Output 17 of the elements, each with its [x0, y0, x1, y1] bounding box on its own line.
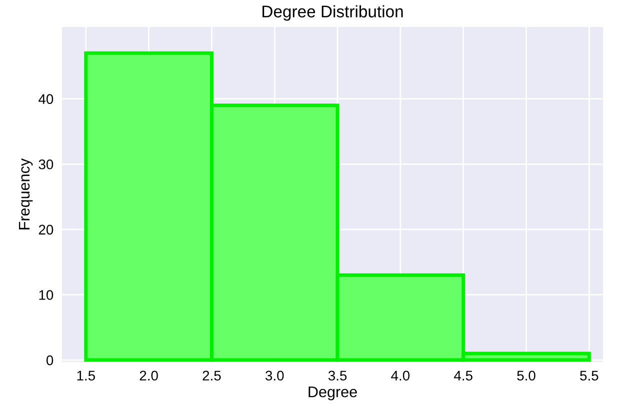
x-tick-label: 3.0: [266, 370, 284, 381]
y-tick-label: 40: [38, 94, 54, 104]
y-axis-title: Frequency: [18, 158, 33, 230]
x-axis-title: Degree: [308, 386, 357, 400]
x-tick-label: 4.0: [391, 370, 410, 381]
y-tick-label: 0: [46, 355, 54, 366]
x-tick-label: 2.0: [140, 370, 158, 381]
x-tick-label: 2.5: [202, 370, 221, 381]
x-tick-label: 1.5: [77, 370, 95, 381]
x-tick-label: 3.5: [328, 370, 347, 381]
x-tick-label: 5.5: [580, 370, 598, 381]
y-tick-label: 10: [39, 290, 54, 300]
chart-title: Degree Distribution: [262, 5, 403, 21]
y-tick-label: 20: [38, 224, 54, 235]
x-tick-label: 5.0: [517, 370, 536, 381]
x-tick-label: 4.5: [454, 370, 472, 381]
y-tick-label: 30: [38, 159, 54, 170]
